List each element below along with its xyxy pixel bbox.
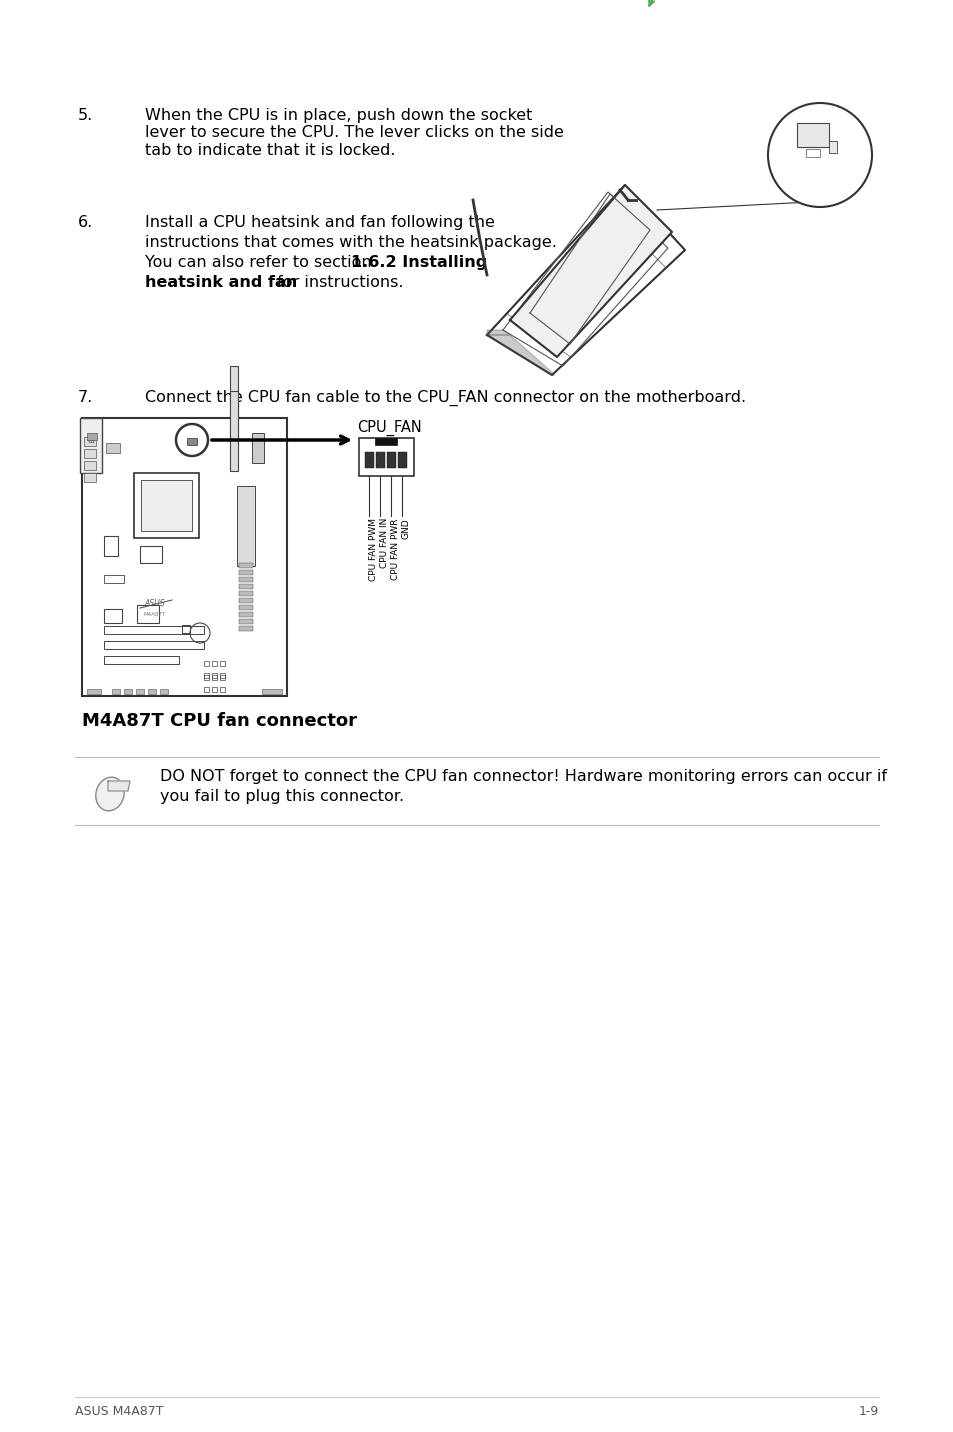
Text: ASUS M4A87T: ASUS M4A87T bbox=[75, 1405, 163, 1418]
Bar bbox=[204, 662, 209, 666]
Text: you fail to plug this connector.: you fail to plug this connector. bbox=[160, 789, 404, 803]
Text: DO NOT forget to connect the CPU fan connector! Hardware monitoring errors can o: DO NOT forget to connect the CPU fan con… bbox=[160, 769, 886, 783]
Bar bbox=[204, 673, 209, 677]
Bar bbox=[80, 418, 102, 473]
Bar bbox=[212, 662, 216, 666]
Text: 6.: 6. bbox=[78, 215, 93, 231]
Bar bbox=[104, 576, 124, 583]
Text: 1-9: 1-9 bbox=[858, 1405, 878, 1418]
Bar bbox=[397, 453, 407, 468]
Bar bbox=[239, 577, 253, 581]
Text: When the CPU is in place, push down the socket
lever to secure the CPU. The leve: When the CPU is in place, push down the … bbox=[145, 107, 563, 158]
Bar bbox=[204, 674, 209, 680]
Polygon shape bbox=[486, 185, 684, 375]
Bar bbox=[358, 438, 414, 475]
Polygon shape bbox=[510, 185, 671, 357]
Polygon shape bbox=[486, 335, 555, 375]
Bar bbox=[212, 687, 216, 692]
Text: ASUS: ASUS bbox=[145, 599, 165, 607]
Bar bbox=[87, 689, 101, 695]
Bar bbox=[104, 656, 179, 664]
Text: M4A87T CPU fan connector: M4A87T CPU fan connector bbox=[82, 712, 356, 730]
Bar bbox=[239, 591, 253, 596]
Bar bbox=[84, 473, 96, 483]
Text: instructions that comes with the heatsink package.: instructions that comes with the heatsin… bbox=[145, 235, 557, 251]
Bar bbox=[375, 453, 385, 468]
Bar bbox=[84, 437, 96, 445]
Text: M4A87T: M4A87T bbox=[144, 611, 166, 617]
Bar bbox=[796, 123, 828, 147]
Text: for instructions.: for instructions. bbox=[272, 275, 403, 291]
Bar bbox=[239, 584, 253, 589]
Bar bbox=[239, 611, 253, 617]
Bar bbox=[104, 609, 122, 623]
Bar bbox=[204, 687, 209, 692]
Bar bbox=[148, 689, 156, 695]
Bar bbox=[375, 438, 396, 445]
Bar bbox=[239, 599, 253, 603]
Polygon shape bbox=[108, 780, 130, 790]
Bar bbox=[212, 674, 216, 680]
Bar bbox=[136, 689, 144, 695]
Bar bbox=[106, 442, 120, 453]
Bar bbox=[104, 642, 204, 649]
Bar bbox=[104, 536, 118, 556]
Bar bbox=[262, 689, 282, 695]
Bar bbox=[140, 546, 162, 563]
Bar bbox=[239, 604, 253, 610]
Text: CPU_FAN: CPU_FAN bbox=[356, 420, 421, 437]
Bar bbox=[239, 563, 253, 569]
Bar bbox=[82, 418, 287, 696]
Bar bbox=[220, 674, 225, 680]
Bar bbox=[239, 619, 253, 624]
Text: Connect the CPU fan cable to the CPU_FAN connector on the motherboard.: Connect the CPU fan cable to the CPU_FAN… bbox=[145, 390, 745, 407]
Text: 5.: 5. bbox=[78, 107, 93, 123]
Bar bbox=[220, 687, 225, 692]
Bar bbox=[124, 689, 132, 695]
Bar bbox=[230, 367, 237, 445]
Bar bbox=[160, 689, 168, 695]
Circle shape bbox=[767, 103, 871, 208]
Bar bbox=[387, 453, 395, 468]
Text: You can also refer to section: You can also refer to section bbox=[145, 255, 376, 271]
Ellipse shape bbox=[95, 778, 124, 811]
Text: 7.: 7. bbox=[78, 390, 93, 405]
Bar bbox=[365, 453, 374, 468]
Bar bbox=[104, 626, 204, 634]
Bar bbox=[252, 432, 264, 463]
Text: ⊞: ⊞ bbox=[87, 435, 94, 445]
Bar bbox=[239, 626, 253, 632]
Bar bbox=[137, 604, 159, 623]
Bar bbox=[236, 485, 254, 566]
Text: GND: GND bbox=[401, 518, 411, 538]
Bar bbox=[87, 432, 97, 440]
Bar bbox=[112, 689, 120, 695]
Bar bbox=[141, 480, 192, 531]
Text: heatsink and fan: heatsink and fan bbox=[145, 275, 297, 291]
Polygon shape bbox=[486, 329, 510, 335]
Bar bbox=[133, 473, 199, 538]
Bar bbox=[220, 662, 225, 666]
Bar bbox=[187, 438, 196, 445]
Bar bbox=[84, 450, 96, 458]
Text: CPU FAN PWM: CPU FAN PWM bbox=[369, 518, 377, 581]
Text: CPU FAN IN: CPU FAN IN bbox=[379, 518, 389, 569]
Text: CPU FAN PWR: CPU FAN PWR bbox=[391, 518, 399, 580]
Bar bbox=[182, 624, 190, 633]
Bar bbox=[84, 461, 96, 470]
Text: Install a CPU heatsink and fan following the: Install a CPU heatsink and fan following… bbox=[145, 215, 495, 231]
Bar bbox=[805, 149, 820, 158]
Bar bbox=[828, 140, 836, 153]
Bar bbox=[230, 391, 237, 471]
Bar bbox=[212, 673, 216, 677]
Bar bbox=[220, 673, 225, 677]
Text: 1.6.2 Installing: 1.6.2 Installing bbox=[351, 255, 487, 271]
Bar bbox=[239, 570, 253, 576]
